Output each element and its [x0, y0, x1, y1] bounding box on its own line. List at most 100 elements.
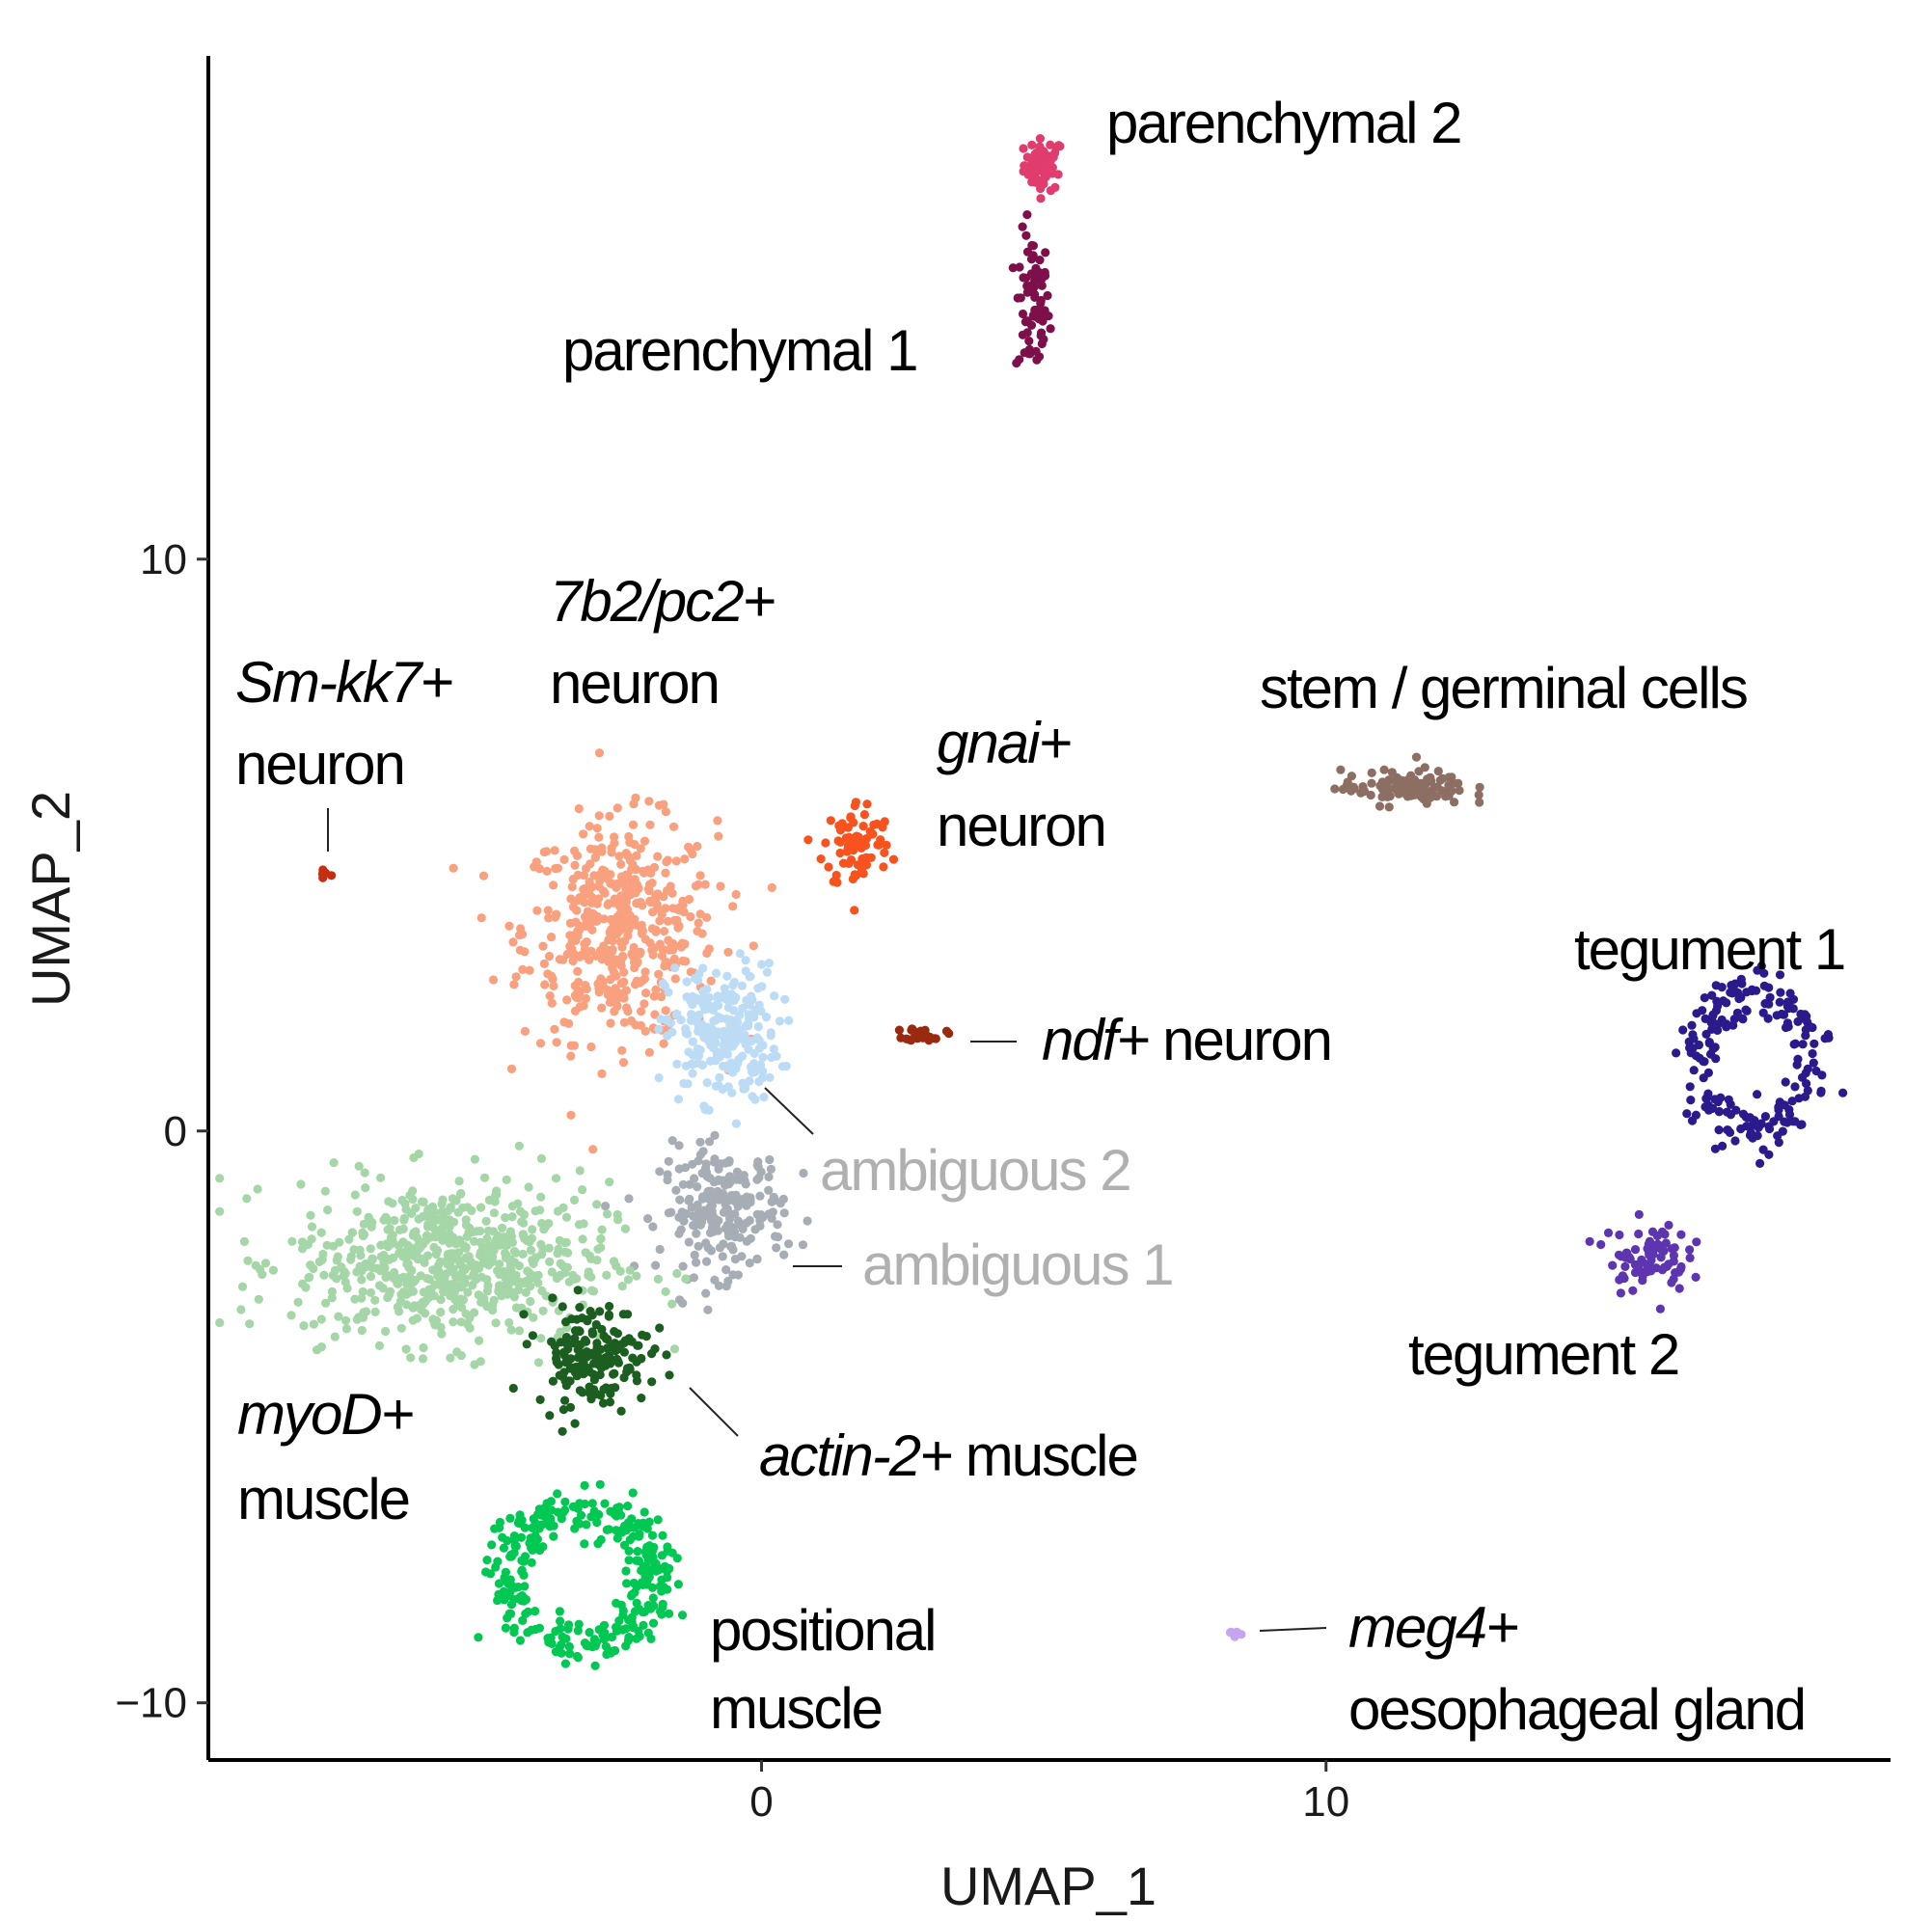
point: [636, 1020, 646, 1030]
point: [539, 959, 550, 969]
point: [389, 1274, 398, 1284]
point: [587, 898, 597, 908]
point: [731, 1064, 741, 1073]
point: [769, 1044, 778, 1054]
point: [664, 1156, 673, 1166]
point: [558, 1405, 569, 1415]
point: [1689, 1066, 1699, 1075]
point: [1788, 1117, 1798, 1126]
leader-meg4: [1259, 1627, 1327, 1632]
point: [638, 1607, 648, 1617]
point: [1035, 256, 1045, 265]
point: [1054, 141, 1064, 150]
point: [1638, 1258, 1648, 1267]
point: [850, 870, 859, 880]
point: [610, 832, 619, 842]
point: [613, 1624, 623, 1634]
point: [850, 906, 859, 915]
point: [679, 1078, 689, 1089]
point: [695, 1045, 705, 1055]
point: [570, 846, 580, 856]
point: [470, 1236, 479, 1246]
point: [327, 871, 337, 880]
point: [254, 1294, 263, 1304]
point: [1031, 346, 1041, 356]
point: [573, 1286, 583, 1295]
point: [705, 1174, 715, 1183]
point: [880, 817, 889, 826]
point: [501, 1623, 511, 1633]
point: [752, 1160, 762, 1170]
point: [673, 1095, 684, 1104]
axes: [206, 56, 1891, 1762]
point: [537, 1286, 547, 1296]
point: [728, 981, 738, 990]
point: [601, 872, 611, 881]
point: [401, 1344, 411, 1354]
point: [1022, 287, 1032, 297]
point: [758, 1067, 768, 1076]
point: [596, 974, 606, 984]
point: [1023, 170, 1033, 179]
point: [672, 1009, 682, 1018]
point: [713, 816, 722, 826]
point: [597, 843, 607, 853]
point: [637, 1354, 646, 1364]
point: [614, 1616, 624, 1626]
point: [1015, 355, 1024, 365]
point: [366, 1244, 375, 1254]
point: [622, 1003, 632, 1013]
point: [633, 1341, 642, 1350]
point: [739, 1084, 748, 1094]
point: [419, 1197, 428, 1206]
point: [702, 1000, 712, 1010]
point: [722, 1049, 733, 1059]
point: [1630, 1267, 1641, 1278]
point: [582, 1640, 592, 1651]
point: [772, 1243, 781, 1253]
point: [578, 1234, 587, 1244]
point: [1723, 1125, 1732, 1135]
point: [268, 1265, 278, 1275]
point: [669, 822, 679, 831]
cluster-label-parenchymal1: parenchymal 1: [562, 318, 917, 383]
point: [1790, 1039, 1800, 1048]
point: [430, 1320, 440, 1330]
point: [509, 980, 519, 989]
point: [360, 1262, 369, 1272]
point: [651, 1260, 661, 1270]
point: [831, 870, 841, 880]
point: [316, 1314, 326, 1324]
point: [402, 1279, 412, 1288]
point: [662, 857, 671, 867]
point: [659, 799, 668, 809]
point: [676, 1016, 686, 1025]
point: [1661, 1238, 1671, 1248]
point: [539, 847, 549, 857]
point: [358, 1311, 368, 1320]
point: [882, 840, 891, 851]
point: [555, 1607, 565, 1616]
point: [517, 1515, 527, 1525]
point: [773, 1220, 782, 1230]
point: [433, 1246, 443, 1256]
point: [632, 1271, 641, 1281]
point: [1782, 1018, 1792, 1028]
point: [694, 976, 703, 986]
point: [637, 1007, 646, 1016]
point: [645, 820, 655, 829]
point: [1427, 776, 1436, 786]
point: [446, 1204, 455, 1213]
point: [731, 889, 741, 900]
point: [527, 1625, 536, 1635]
point: [603, 954, 613, 963]
point: [1750, 1116, 1759, 1125]
point: [762, 967, 773, 977]
point: [573, 1626, 583, 1636]
point: [468, 1281, 477, 1290]
point: [346, 1252, 356, 1261]
point: [1655, 1304, 1665, 1314]
point: [287, 1236, 297, 1246]
point: [1738, 1015, 1748, 1024]
point: [1765, 992, 1775, 1002]
